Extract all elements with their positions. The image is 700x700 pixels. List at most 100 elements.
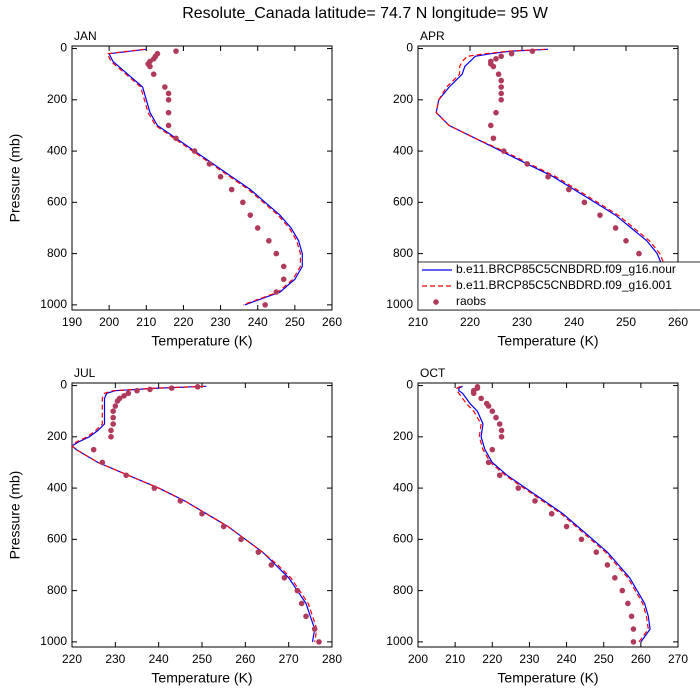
profile-line	[106, 48, 301, 306]
raob-point	[508, 50, 515, 57]
raob-point	[485, 459, 492, 466]
y-tick-label: 1000	[386, 297, 413, 311]
raob-point	[280, 276, 287, 283]
raob-point	[281, 574, 288, 581]
raob-point	[228, 186, 235, 193]
y-tick-label: 400	[393, 143, 413, 157]
figure-title: Resolute_Canada latitude= 74.7 N longitu…	[182, 5, 548, 22]
raob-point	[162, 84, 168, 90]
raob-point	[99, 459, 106, 466]
x-tick-label: 230	[105, 652, 125, 666]
raob-point	[490, 135, 497, 142]
y-tick-label: 0	[60, 378, 67, 392]
raob-point	[134, 387, 140, 394]
y-tick-label: 1000	[40, 634, 67, 648]
raob-point	[108, 427, 114, 434]
raob-point	[496, 421, 503, 427]
raob-point	[121, 393, 127, 399]
y-tick-label: 200	[393, 92, 413, 106]
x-tick-label: 250	[192, 652, 212, 666]
x-axis-label: Temperature (K)	[151, 670, 252, 686]
raob-point	[581, 199, 588, 206]
x-tick-label: 250	[594, 652, 614, 666]
raob-point	[254, 225, 261, 231]
raob-point	[593, 549, 600, 555]
x-tick-label: 210	[445, 652, 465, 666]
raob-point	[165, 90, 172, 97]
raob-point	[532, 498, 538, 504]
raob-point	[548, 510, 555, 517]
y-tick-label: 0	[406, 41, 413, 55]
raob-point	[247, 212, 254, 218]
y-tick-label: 200	[47, 92, 67, 106]
x-tick-label: 240	[248, 315, 268, 329]
x-tick-label: 260	[631, 652, 651, 666]
raob-point	[524, 161, 530, 167]
x-tick-label: 200	[99, 315, 119, 329]
raob-point	[194, 384, 201, 390]
raob-point	[496, 472, 503, 479]
legend-label: b.e11.BRCP85C5CNBDRD.f09_g16.nour	[456, 262, 676, 276]
raob-point	[268, 562, 275, 568]
raob-point	[488, 122, 494, 129]
x-tick-label: 200	[408, 652, 428, 666]
raob-point	[495, 71, 502, 77]
raob-point	[150, 71, 157, 77]
raob-point	[563, 523, 570, 530]
y-tick-label: 400	[47, 143, 67, 157]
raob-point	[147, 386, 153, 393]
x-tick-label: 220	[460, 315, 480, 329]
raob-point	[316, 639, 322, 645]
x-tick-label: 190	[62, 315, 82, 329]
x-tick-label: 260	[322, 315, 342, 329]
x-tick-label: 220	[62, 652, 82, 666]
y-tick-label: 200	[47, 429, 67, 443]
y-tick-label: 1000	[40, 297, 67, 311]
raob-point	[498, 427, 505, 434]
raob-point	[240, 199, 246, 206]
raob-point	[498, 97, 505, 103]
y-tick-label: 600	[393, 532, 413, 546]
x-tick-label: 230	[512, 315, 532, 329]
y-tick-label: 800	[47, 583, 67, 597]
legend-label: raobs	[456, 294, 486, 308]
raob-point	[498, 77, 505, 84]
y-tick-label: 800	[393, 583, 413, 597]
raob-point	[311, 626, 318, 632]
raob-point	[630, 626, 637, 632]
profile-line	[458, 385, 651, 643]
raob-point	[173, 135, 179, 142]
profile-line	[456, 385, 649, 643]
raob-point	[612, 574, 618, 581]
y-tick-label: 800	[47, 246, 67, 260]
raob-point	[199, 510, 205, 517]
raob-point	[112, 403, 119, 409]
x-tick-label: 280	[322, 652, 342, 666]
panel-title: OCT	[420, 366, 446, 380]
x-tick-label: 270	[279, 652, 299, 666]
raob-point	[165, 122, 172, 129]
raob-point	[578, 536, 585, 543]
raob-point	[498, 53, 505, 60]
profile-line	[108, 48, 303, 306]
y-tick-label: 200	[393, 429, 413, 443]
x-axis-label: Temperature (K)	[151, 333, 252, 349]
raob-point	[165, 109, 172, 116]
x-tick-label: 230	[519, 652, 539, 666]
x-tick-label: 210	[136, 315, 156, 329]
raob-point	[501, 148, 507, 154]
x-tick-label: 210	[408, 315, 428, 329]
y-tick-label: 1000	[386, 634, 413, 648]
panel-title: JAN	[74, 29, 97, 43]
raob-point	[262, 302, 268, 308]
x-tick-label: 250	[616, 315, 636, 329]
raob-point	[110, 408, 116, 414]
raob-point	[498, 84, 505, 90]
y-tick-label: 400	[393, 480, 413, 494]
y-axis-label: Pressure (mb)	[7, 134, 23, 223]
x-tick-label: 260	[235, 652, 255, 666]
y-tick-label: 600	[393, 195, 413, 209]
x-tick-label: 260	[668, 315, 688, 329]
y-tick-label: 0	[60, 41, 67, 55]
raob-point	[597, 212, 603, 218]
